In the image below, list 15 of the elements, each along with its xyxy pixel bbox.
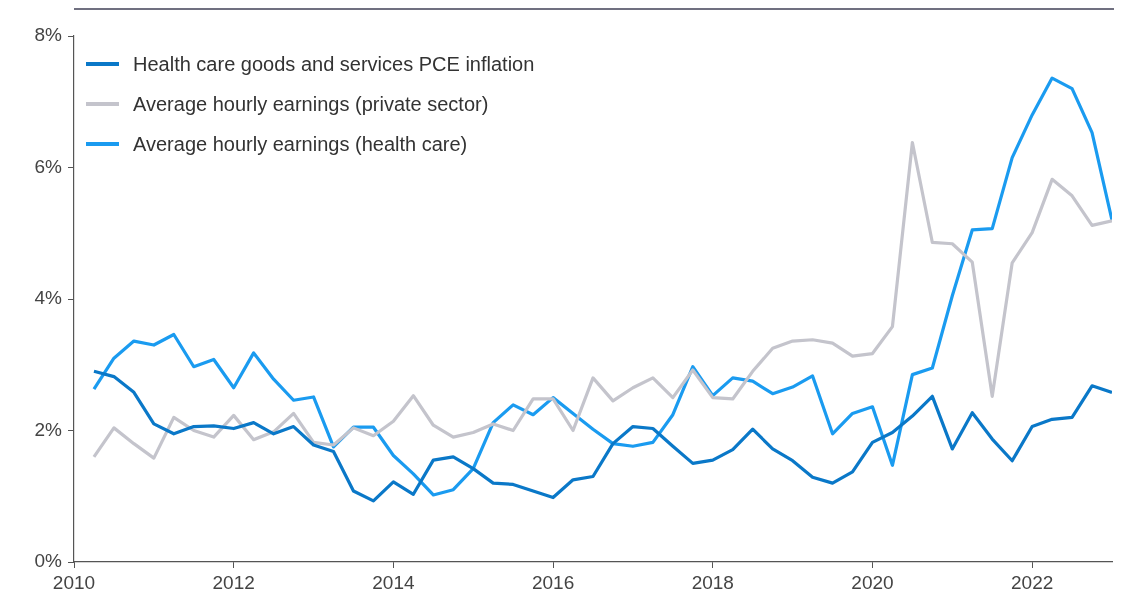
x-tick-label: 2014 [372, 571, 415, 593]
y-tick-label: 4% [34, 287, 63, 309]
x-tick-label: 2020 [851, 571, 894, 593]
y-tick-label: 6% [34, 155, 63, 177]
x-tick-label: 2016 [531, 571, 575, 593]
legend-label: Average hourly earnings (health care) [133, 132, 468, 156]
x-tick-label: 2010 [52, 571, 96, 593]
legend-label: Average hourly earnings (private sector) [133, 92, 489, 116]
y-tick-label: 8% [34, 24, 63, 46]
x-tick-label: 2022 [1011, 571, 1054, 593]
y-tick-label: 0% [34, 550, 63, 572]
legend-label: Health care goods and services PCE inflation [133, 52, 535, 76]
y-tick-label: 2% [34, 418, 63, 440]
x-tick-label: 2012 [212, 571, 255, 593]
x-tick-label: 2018 [691, 571, 734, 593]
